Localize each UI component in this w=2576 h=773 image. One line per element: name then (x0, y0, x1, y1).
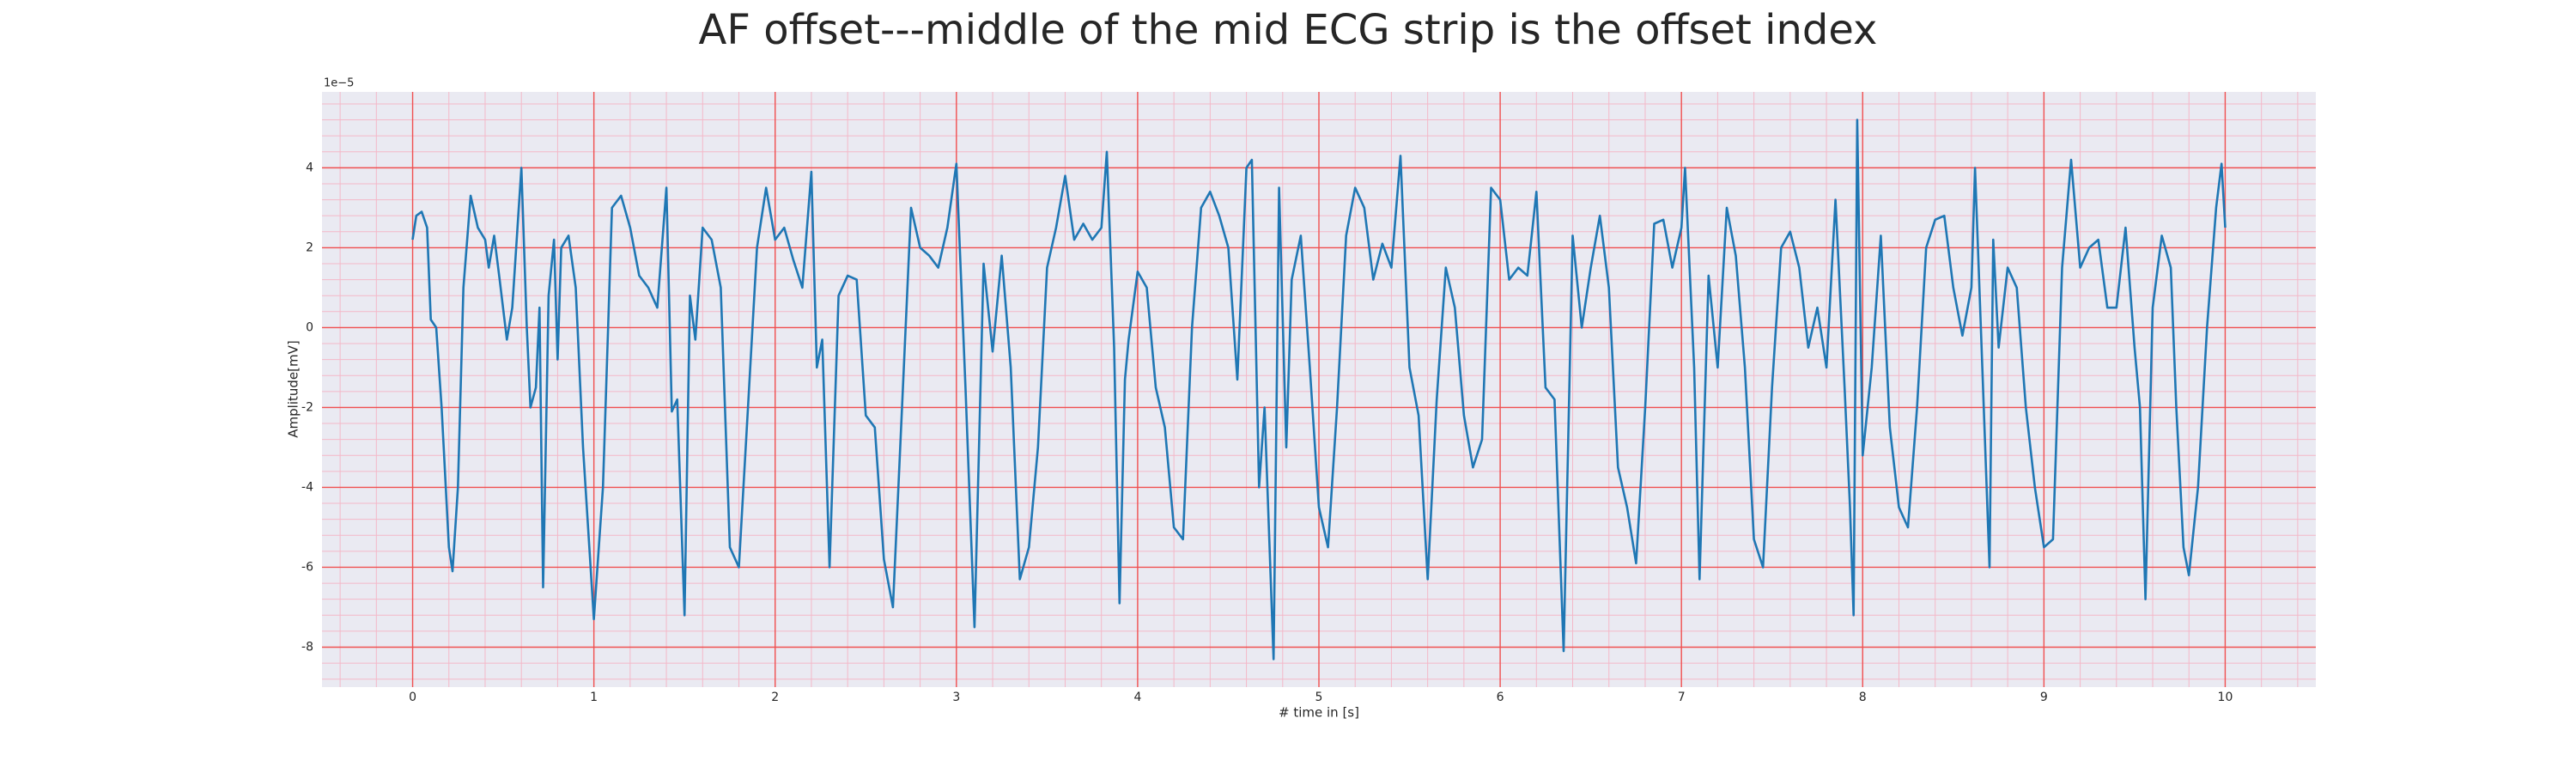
y-tick-label: -2 (301, 400, 313, 414)
y-tick-label: 4 (306, 161, 313, 174)
x-tick-label: 3 (952, 691, 960, 704)
y-tick-label: -6 (301, 560, 313, 574)
x-tick-label: 6 (1497, 691, 1504, 704)
ecg-line (411, 119, 2227, 660)
x-tick-label: 9 (2040, 691, 2048, 704)
x-tick-label: 8 (1859, 691, 1867, 704)
x-tick-label: 4 (1133, 691, 1141, 704)
x-tick-label: 2 (771, 691, 779, 704)
y-axis-label: Amplitude[mV] (286, 340, 301, 437)
grid (322, 92, 2316, 687)
y-tick-label: -8 (301, 640, 313, 654)
x-tick-label: 10 (2218, 691, 2233, 704)
x-axis-label: # time in [s] (1279, 705, 1359, 721)
y-tick-label: 2 (306, 240, 313, 254)
y-offset-text: 1e−5 (324, 77, 354, 90)
chart-title: AF offset---middle of the mid ECG strip … (699, 6, 1878, 54)
x-tick-label: 1 (590, 691, 598, 704)
y-tick-label: 0 (306, 320, 313, 334)
x-tick-label: 7 (1678, 691, 1686, 704)
x-tick-label: 5 (1315, 691, 1323, 704)
y-tick-label: -4 (301, 480, 313, 494)
x-tick-label: 0 (409, 691, 416, 704)
